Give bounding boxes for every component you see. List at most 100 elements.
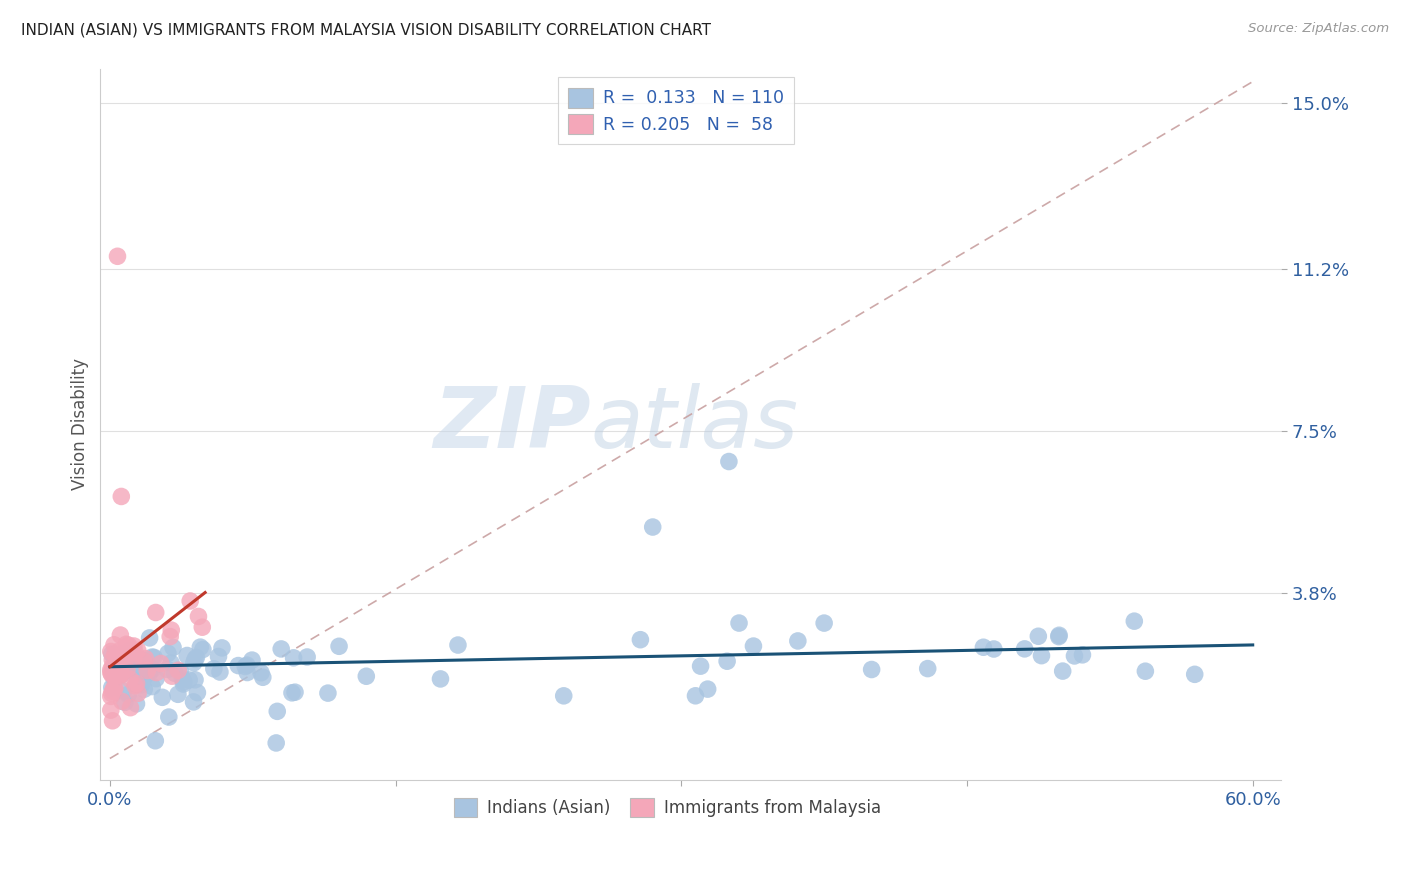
Point [111, 694, 134, 708]
Point [685, 689, 707, 703]
Point [100, 665, 122, 680]
Point [127, 677, 149, 691]
Point [108, 643, 131, 657]
Point [103, 665, 125, 679]
Point [266, 704, 288, 718]
Point [125, 666, 148, 681]
Point [143, 650, 166, 665]
Point [101, 659, 124, 673]
Point [236, 665, 259, 680]
Point [447, 638, 470, 652]
Point [160, 669, 183, 683]
Point [1052, 664, 1074, 678]
Point [191, 620, 214, 634]
Point [114, 695, 136, 709]
Point [103, 650, 125, 665]
Point [145, 665, 167, 680]
Point [157, 710, 180, 724]
Point [110, 668, 132, 682]
Point [103, 681, 125, 695]
Point [156, 662, 179, 676]
Point [110, 661, 132, 675]
Point [202, 662, 225, 676]
Point [184, 673, 207, 687]
Point [101, 653, 124, 667]
Point [101, 681, 124, 695]
Point [108, 668, 131, 682]
Point [100, 686, 122, 700]
Point [1047, 630, 1070, 644]
Point [125, 697, 148, 711]
Point [117, 645, 139, 659]
Point [169, 665, 191, 679]
Point [186, 650, 208, 665]
Point [160, 656, 183, 670]
Text: Source: ZipAtlas.com: Source: ZipAtlas.com [1249, 22, 1389, 36]
Point [117, 656, 139, 670]
Point [120, 642, 142, 657]
Point [143, 733, 166, 747]
Point [117, 687, 139, 701]
Point [696, 682, 718, 697]
Point [191, 642, 214, 657]
Point [183, 656, 205, 670]
Point [122, 639, 145, 653]
Point [295, 650, 318, 665]
Text: INDIAN (ASIAN) VS IMMIGRANTS FROM MALAYSIA VISION DISABILITY CORRELATION CHART: INDIAN (ASIAN) VS IMMIGRANTS FROM MALAYS… [21, 22, 711, 37]
Point [103, 638, 125, 652]
Point [136, 658, 159, 673]
Point [728, 616, 751, 631]
Point [135, 658, 157, 673]
Point [124, 679, 146, 693]
Point [187, 609, 209, 624]
Point [150, 690, 173, 705]
Point [108, 655, 131, 669]
Point [429, 672, 451, 686]
Point [236, 658, 259, 673]
Point [167, 687, 190, 701]
Point [211, 640, 233, 655]
Point [108, 659, 131, 673]
Point [641, 520, 664, 534]
Point [107, 668, 129, 682]
Point [134, 669, 156, 683]
Point [176, 648, 198, 663]
Point [1071, 648, 1094, 662]
Point [100, 690, 122, 704]
Point [117, 638, 139, 652]
Point [1184, 667, 1206, 681]
Point [972, 640, 994, 655]
Point [156, 646, 179, 660]
Point [184, 652, 207, 666]
Y-axis label: Vision Disability: Vision Disability [72, 359, 89, 491]
Point [226, 658, 249, 673]
Point [138, 663, 160, 677]
Point [134, 682, 156, 697]
Point [100, 667, 122, 681]
Point [136, 664, 159, 678]
Point [129, 652, 152, 666]
Point [100, 663, 122, 677]
Point [110, 490, 132, 504]
Point [127, 686, 149, 700]
Point [283, 650, 305, 665]
Point [179, 673, 201, 687]
Point [160, 623, 183, 637]
Legend: Indians (Asian), Immigrants from Malaysia: Indians (Asian), Immigrants from Malaysi… [446, 789, 889, 825]
Point [111, 666, 134, 681]
Point [104, 647, 127, 661]
Point [813, 616, 835, 631]
Text: ZIP: ZIP [433, 383, 591, 466]
Point [120, 652, 142, 666]
Point [159, 630, 181, 644]
Point [628, 632, 651, 647]
Point [172, 677, 194, 691]
Point [252, 670, 274, 684]
Point [104, 681, 127, 695]
Point [120, 673, 142, 687]
Point [1135, 664, 1157, 678]
Point [240, 653, 263, 667]
Point [131, 653, 153, 667]
Point [553, 689, 575, 703]
Point [115, 637, 138, 651]
